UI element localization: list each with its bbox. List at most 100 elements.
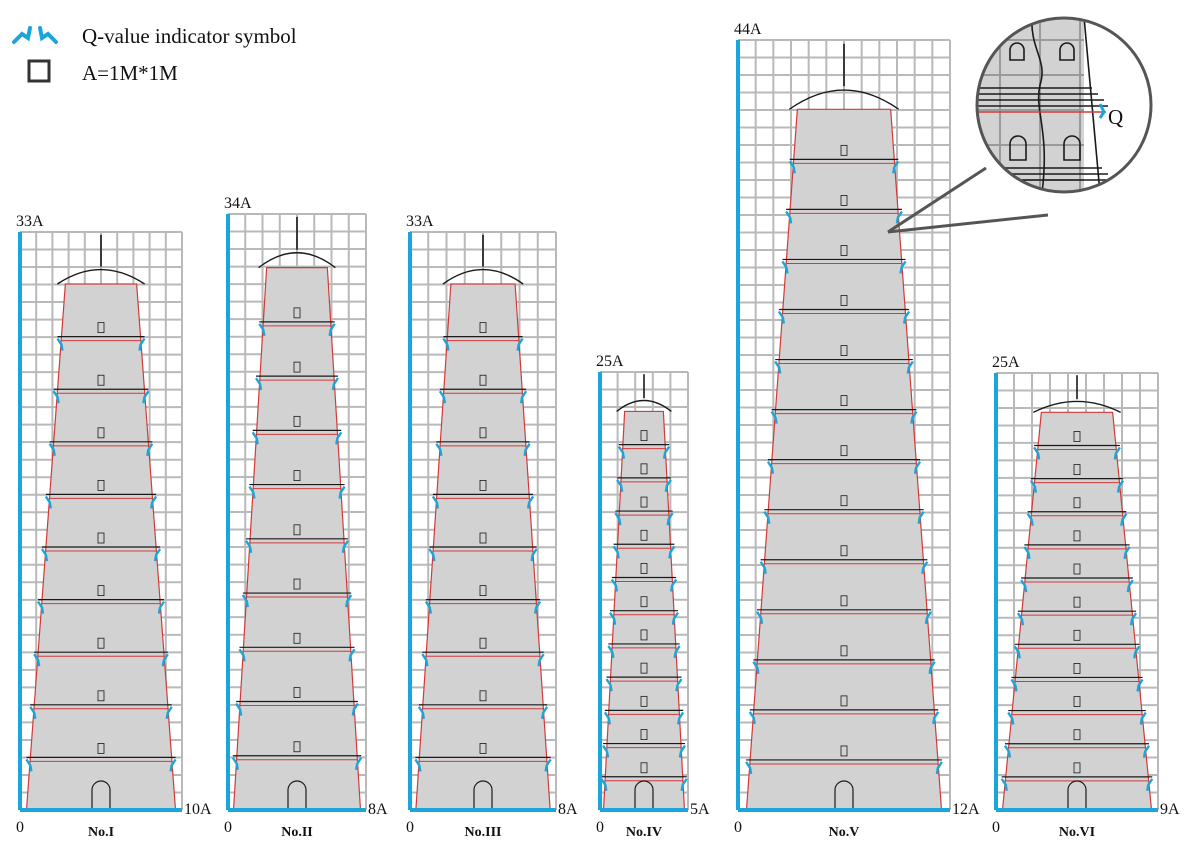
pagoda-door [1067, 780, 1087, 810]
window [840, 295, 848, 306]
q-marker-right [1120, 513, 1128, 526]
q-marker-right [677, 711, 685, 725]
q-marker-left [48, 443, 56, 457]
q-marker-left [1007, 711, 1015, 725]
q-marker-left [759, 561, 767, 574]
q-marker-left [241, 594, 249, 608]
q-marker-left [781, 260, 789, 274]
q-marker-left [777, 310, 786, 324]
q-marker-right [1116, 479, 1125, 493]
window [840, 645, 848, 657]
q-marker-right [899, 260, 907, 274]
pagoda-door [287, 780, 307, 810]
window [840, 445, 848, 457]
pagoda-panel: 25A 0 5A No.IV [596, 353, 710, 840]
q-marker-left [29, 706, 37, 720]
q-marker-right [910, 410, 918, 424]
window [1073, 464, 1081, 476]
pagoda-panel: 33A 0 8A No.III [406, 213, 578, 840]
window [1073, 663, 1081, 674]
pagoda-panel: 34A 0 8A No.II [224, 195, 388, 840]
window [1073, 696, 1081, 707]
q-marker-left [435, 443, 443, 457]
q-marker-left [421, 653, 429, 667]
window [840, 595, 848, 607]
window [840, 495, 848, 507]
origin-label: 0 [406, 819, 414, 836]
pagoda-roof [442, 268, 524, 285]
q-marker-left [774, 360, 782, 374]
q-marker-left [756, 611, 764, 624]
window [1073, 762, 1081, 774]
q-marker-right [328, 323, 336, 337]
pagoda-panel: 33A 0 10A No.I [16, 213, 212, 840]
window [479, 637, 487, 649]
q-marker-left [612, 545, 620, 559]
q-marker-right [338, 485, 346, 499]
callout-leader-line [887, 166, 987, 234]
q-marker-right [345, 594, 353, 608]
legend: Q-value indicator symbol A=1M*1M [12, 24, 297, 85]
window [840, 245, 848, 256]
origin-label: 0 [596, 819, 604, 836]
height-label: 25A [992, 354, 1020, 371]
q-marker-left [1016, 612, 1025, 626]
window [293, 524, 301, 536]
window [97, 322, 105, 334]
q-marker-right [1113, 446, 1121, 460]
pagoda-roof [1033, 400, 1121, 413]
q-marker-right [1126, 579, 1134, 593]
window [840, 745, 848, 757]
q-marker-right [932, 711, 940, 725]
q-marker-left [428, 548, 436, 562]
q-marker-left [752, 661, 760, 675]
window [479, 743, 487, 754]
window [479, 480, 487, 491]
q-marker-right [351, 702, 359, 716]
q-marker-left [1003, 745, 1012, 758]
q-marker-left [1000, 778, 1008, 792]
q-marker-left [238, 648, 246, 662]
q-marker-right [678, 744, 686, 758]
q-marker-left [424, 600, 433, 614]
pagoda-tiers [414, 322, 552, 772]
q-marker-right [169, 758, 177, 772]
origin-label: 0 [734, 819, 742, 836]
window [640, 496, 648, 508]
q-marker-right [906, 360, 914, 374]
width-label: 12A [952, 801, 980, 818]
window [1073, 530, 1081, 542]
pagoda-name: No.I [88, 825, 114, 840]
q-marker-left [1026, 513, 1034, 526]
q-marker-right [675, 678, 683, 692]
q-marker-left [40, 548, 49, 562]
q-marker-left [616, 479, 624, 493]
q-marker-right [680, 778, 688, 791]
pagoda-door [634, 780, 654, 810]
window [640, 563, 648, 574]
q-marker-right [1123, 546, 1131, 560]
width-label: 5A [690, 801, 710, 818]
pagoda-name: No.IV [626, 825, 662, 840]
q-marker-right [924, 611, 932, 624]
q-marker-right [516, 337, 524, 351]
pagoda-name: No.III [465, 825, 502, 840]
q-marker-right [917, 511, 925, 524]
q-marker-left [431, 495, 440, 509]
window [293, 307, 301, 319]
window [640, 529, 648, 541]
q-marker-right [354, 757, 363, 770]
q-marker-left [56, 337, 64, 351]
q-marker-left [231, 757, 240, 770]
pagoda-door [473, 780, 493, 810]
pagoda-panel: 44A 0 12A No.V [734, 21, 980, 840]
q-marker-left [1023, 546, 1031, 560]
q-marker-right [666, 512, 674, 526]
height-label: 25A [596, 353, 624, 370]
q-marker-right [335, 431, 343, 445]
pagoda-panels: 33A 0 10A No.I 34A 0 8A No.II 33A 0 8A No.III 25A 0 5A… [16, 21, 1180, 840]
q-marker-left [25, 758, 33, 772]
pagoda-name: No.II [281, 825, 313, 840]
pagoda-name: No.V [829, 825, 860, 840]
window [840, 194, 848, 206]
